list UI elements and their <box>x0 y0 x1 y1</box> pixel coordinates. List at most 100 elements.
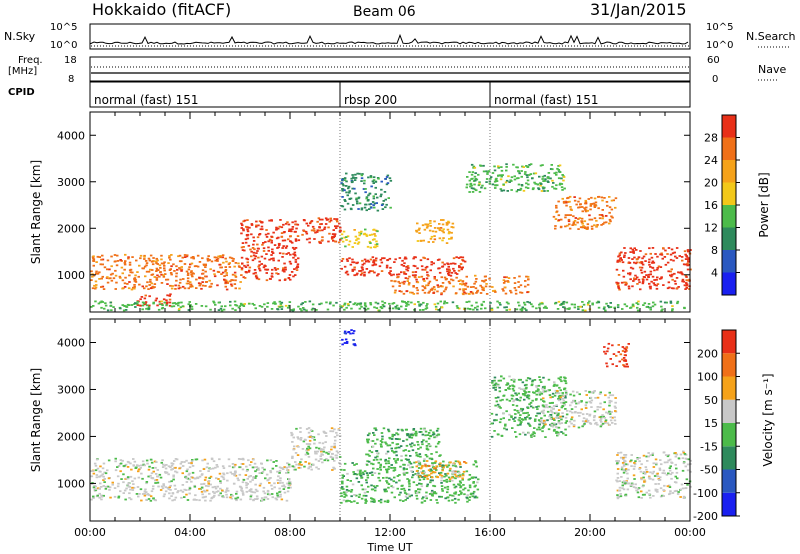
data-cell <box>365 453 368 456</box>
data-cell <box>492 387 495 389</box>
data-cell <box>526 407 530 409</box>
data-cell <box>590 203 593 205</box>
data-cell <box>152 257 155 259</box>
data-cell <box>686 463 690 466</box>
data-band <box>340 460 480 504</box>
data-cell <box>574 223 577 226</box>
data-cell <box>363 179 366 182</box>
data-cell <box>517 378 521 381</box>
data-cell <box>582 225 585 227</box>
data-cell <box>531 379 535 382</box>
data-cell <box>385 490 388 493</box>
data-cell <box>480 304 484 307</box>
data-cell <box>446 488 450 491</box>
data-cell <box>367 438 370 441</box>
data-cell <box>160 282 164 284</box>
data-cell <box>405 493 409 495</box>
data-cell <box>321 229 324 232</box>
data-cell <box>479 292 483 294</box>
data-cell <box>376 468 379 470</box>
nsky-panel-frame <box>89 23 691 50</box>
data-cell <box>152 485 155 488</box>
data-cell <box>423 458 426 461</box>
data-cell <box>332 466 335 469</box>
data-cell <box>138 264 141 267</box>
data-cell <box>502 282 506 284</box>
data-cell <box>581 222 584 225</box>
data-cell <box>365 196 369 199</box>
data-cell <box>278 466 282 469</box>
data-cell <box>555 416 559 419</box>
data-cell <box>322 448 325 451</box>
data-cell <box>106 268 109 271</box>
data-cell <box>570 416 574 419</box>
data-cell <box>145 307 148 310</box>
data-cell <box>624 454 628 456</box>
data-cell <box>415 432 418 435</box>
data-cell <box>229 496 232 499</box>
data-cell <box>370 471 374 474</box>
data-cell <box>536 412 539 415</box>
data-cell <box>191 459 194 461</box>
data-cell <box>252 236 255 239</box>
data-cell <box>683 453 687 455</box>
data-cell <box>473 183 476 186</box>
data-cell <box>163 464 166 467</box>
data-cell <box>505 276 508 279</box>
data-cell <box>497 379 501 382</box>
data-cell <box>663 301 667 304</box>
data-cell <box>557 421 560 424</box>
data-cell <box>147 288 150 290</box>
data-cell <box>361 488 365 491</box>
data-cell <box>200 305 204 307</box>
data-cell <box>96 467 100 470</box>
data-cell <box>438 271 442 274</box>
data-cell <box>641 485 645 488</box>
data-cell <box>122 473 125 476</box>
data-cell <box>343 308 346 311</box>
data-cell <box>402 265 406 267</box>
data-cell <box>93 462 97 465</box>
data-cell <box>355 198 358 201</box>
data-cell <box>430 469 433 472</box>
data-cell <box>319 223 322 226</box>
data-cell <box>134 281 138 283</box>
data-cell <box>161 466 165 468</box>
data-cell <box>330 427 334 430</box>
data-cell <box>627 343 630 345</box>
data-cell <box>230 493 233 496</box>
data-cell <box>564 382 568 385</box>
data-cell <box>322 430 326 433</box>
data-cell <box>260 263 263 265</box>
data-cell <box>151 269 154 271</box>
data-cell <box>611 394 615 397</box>
data-cell <box>556 426 559 429</box>
data-cell <box>177 301 181 304</box>
data-cell <box>191 465 195 467</box>
data-cell <box>670 268 673 271</box>
data-cell <box>671 308 674 310</box>
data-cell <box>403 272 406 275</box>
data-cell <box>652 495 655 497</box>
data-cell <box>499 399 502 402</box>
data-cell <box>663 472 666 475</box>
data-cell <box>441 230 444 232</box>
data-cell <box>624 463 628 466</box>
data-cell <box>454 470 457 473</box>
data-cell <box>169 489 172 491</box>
data-cell <box>422 309 425 311</box>
data-cell <box>433 436 436 439</box>
data-cell <box>239 302 243 305</box>
data-cell <box>149 474 152 477</box>
data-cell <box>540 183 543 185</box>
data-cell <box>403 301 406 303</box>
data-cell <box>482 287 485 290</box>
data-cell <box>307 445 310 448</box>
data-cell <box>669 465 672 468</box>
data-cell <box>170 287 174 290</box>
data-cell <box>392 302 396 304</box>
data-cell <box>177 287 181 290</box>
data-cell <box>453 270 456 272</box>
data-cell <box>201 284 205 287</box>
data-cell <box>94 464 98 467</box>
